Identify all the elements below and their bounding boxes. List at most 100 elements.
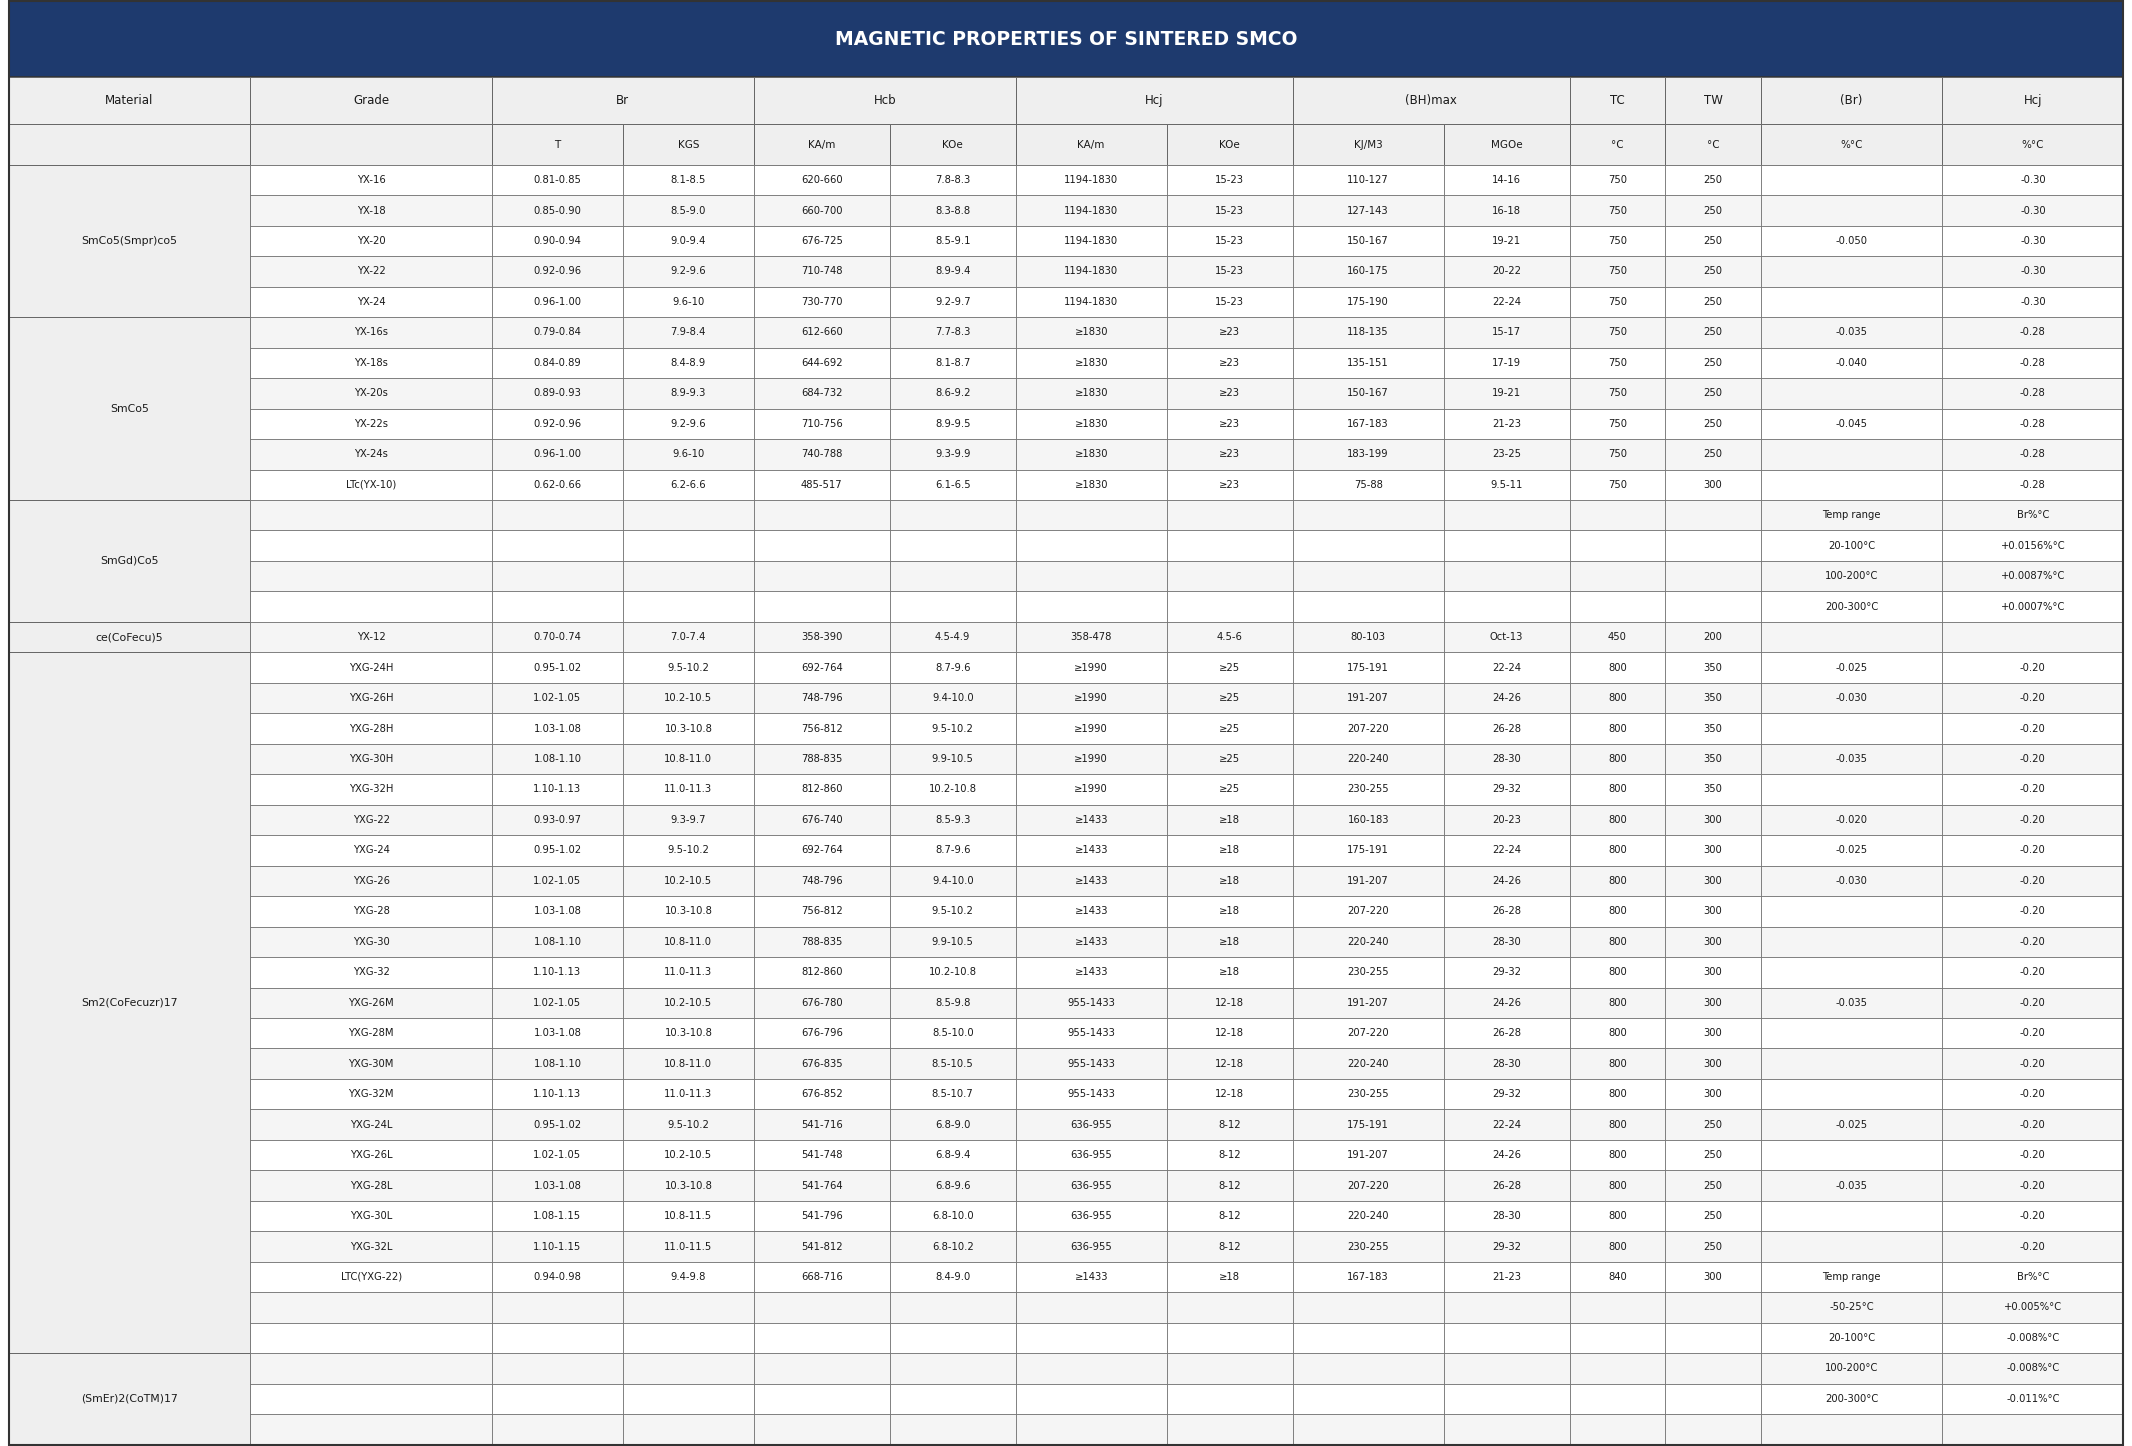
Text: 110-127: 110-127 <box>1347 175 1390 185</box>
Text: -0.28: -0.28 <box>2019 480 2047 490</box>
Text: 300: 300 <box>1703 876 1723 886</box>
Bar <box>1166 683 1292 713</box>
Bar <box>623 1384 755 1414</box>
Bar <box>1443 1200 1569 1231</box>
Text: 300: 300 <box>1703 998 1723 1008</box>
Bar <box>492 1079 623 1109</box>
Bar <box>492 804 623 836</box>
Text: ≥1433: ≥1433 <box>1075 907 1109 917</box>
Bar <box>1665 561 1761 591</box>
Bar <box>1443 1109 1569 1139</box>
Text: 191-207: 191-207 <box>1347 998 1390 1008</box>
Text: 692-764: 692-764 <box>802 662 842 672</box>
Bar <box>1166 561 1292 591</box>
Text: 11.0-11.3: 11.0-11.3 <box>665 785 712 794</box>
Text: -0.20: -0.20 <box>2019 937 2047 947</box>
Bar <box>1569 347 1665 379</box>
Text: 0.94-0.98: 0.94-0.98 <box>533 1272 582 1283</box>
Text: 358-478: 358-478 <box>1070 632 1113 642</box>
Bar <box>755 927 889 957</box>
Bar <box>1942 165 2123 195</box>
Text: -0.28: -0.28 <box>2019 389 2047 398</box>
Bar <box>889 804 1015 836</box>
Bar <box>1665 652 1761 683</box>
Bar <box>492 500 623 531</box>
Bar <box>1166 500 1292 531</box>
Bar <box>1569 195 1665 226</box>
Bar <box>1166 1048 1292 1079</box>
Text: (Br): (Br) <box>1840 94 1863 107</box>
Bar <box>1942 713 2123 743</box>
Text: -0.020: -0.020 <box>1836 816 1868 824</box>
Bar <box>755 317 889 347</box>
Bar <box>755 1079 889 1109</box>
Text: 676-796: 676-796 <box>802 1028 842 1038</box>
Text: 20-100°C: 20-100°C <box>1827 541 1876 551</box>
Text: 21-23: 21-23 <box>1492 1272 1520 1283</box>
Text: 9.9-10.5: 9.9-10.5 <box>932 937 974 947</box>
Text: 350: 350 <box>1703 693 1723 703</box>
Text: 28-30: 28-30 <box>1492 753 1520 763</box>
Text: YX-22: YX-22 <box>356 266 386 276</box>
Text: (BH)max: (BH)max <box>1405 94 1456 107</box>
Text: 668-716: 668-716 <box>802 1272 842 1283</box>
Text: 1.08-1.10: 1.08-1.10 <box>533 937 582 947</box>
Bar <box>1569 713 1665 743</box>
Text: 250: 250 <box>1703 327 1723 337</box>
Bar <box>9 622 249 652</box>
Text: 191-207: 191-207 <box>1347 693 1390 703</box>
Text: 191-207: 191-207 <box>1347 1150 1390 1160</box>
Bar <box>1015 1231 1166 1262</box>
Bar <box>1292 1414 1443 1445</box>
Text: 676-780: 676-780 <box>802 998 842 1008</box>
Text: 17-19: 17-19 <box>1492 359 1520 367</box>
Bar <box>9 124 249 165</box>
Bar <box>889 774 1015 804</box>
Bar <box>1942 77 2123 124</box>
Text: 250: 250 <box>1703 389 1723 398</box>
Text: 300: 300 <box>1703 967 1723 977</box>
Bar <box>1569 957 1665 988</box>
Bar <box>889 256 1015 286</box>
Text: 636-955: 636-955 <box>1070 1119 1113 1129</box>
Bar <box>249 622 492 652</box>
Text: YXG-26M: YXG-26M <box>348 998 394 1008</box>
Bar <box>1569 377 1665 409</box>
Text: 10.2-10.8: 10.2-10.8 <box>930 967 976 977</box>
Bar <box>889 652 1015 683</box>
Text: Temp range: Temp range <box>1823 1272 1880 1283</box>
Bar <box>1761 1079 1942 1109</box>
Bar <box>1292 165 1443 195</box>
Bar <box>889 561 1015 591</box>
Text: 1194-1830: 1194-1830 <box>1064 175 1119 185</box>
Text: 200: 200 <box>1703 632 1723 642</box>
Text: 800: 800 <box>1608 1028 1627 1038</box>
Text: +0.005%°C: +0.005%°C <box>2004 1303 2062 1313</box>
Text: 29-32: 29-32 <box>1492 1242 1520 1251</box>
Text: 250: 250 <box>1703 205 1723 215</box>
Bar <box>249 226 492 256</box>
Bar <box>1292 256 1443 286</box>
Bar <box>492 286 623 317</box>
Text: %°C: %°C <box>1840 140 1863 149</box>
Bar <box>1569 77 1665 124</box>
Bar <box>1166 804 1292 836</box>
Text: YXG-24: YXG-24 <box>352 846 390 856</box>
Bar <box>1761 1170 1942 1200</box>
Text: 1.02-1.05: 1.02-1.05 <box>533 876 582 886</box>
Bar <box>249 347 492 379</box>
Text: 20-100°C: 20-100°C <box>1827 1333 1876 1343</box>
Bar <box>1292 347 1443 379</box>
Bar <box>755 743 889 774</box>
Text: -0.20: -0.20 <box>2019 1242 2047 1251</box>
Bar <box>1166 1414 1292 1445</box>
Text: 6.8-9.6: 6.8-9.6 <box>936 1180 970 1190</box>
Text: 127-143: 127-143 <box>1347 205 1388 215</box>
Bar <box>1292 470 1443 500</box>
Bar <box>1015 1353 1166 1384</box>
Bar <box>1942 743 2123 774</box>
Bar <box>1015 1109 1166 1139</box>
Text: YXG-24H: YXG-24H <box>350 662 392 672</box>
Bar <box>492 1353 623 1384</box>
Text: -0.008%°C: -0.008%°C <box>2006 1364 2060 1374</box>
